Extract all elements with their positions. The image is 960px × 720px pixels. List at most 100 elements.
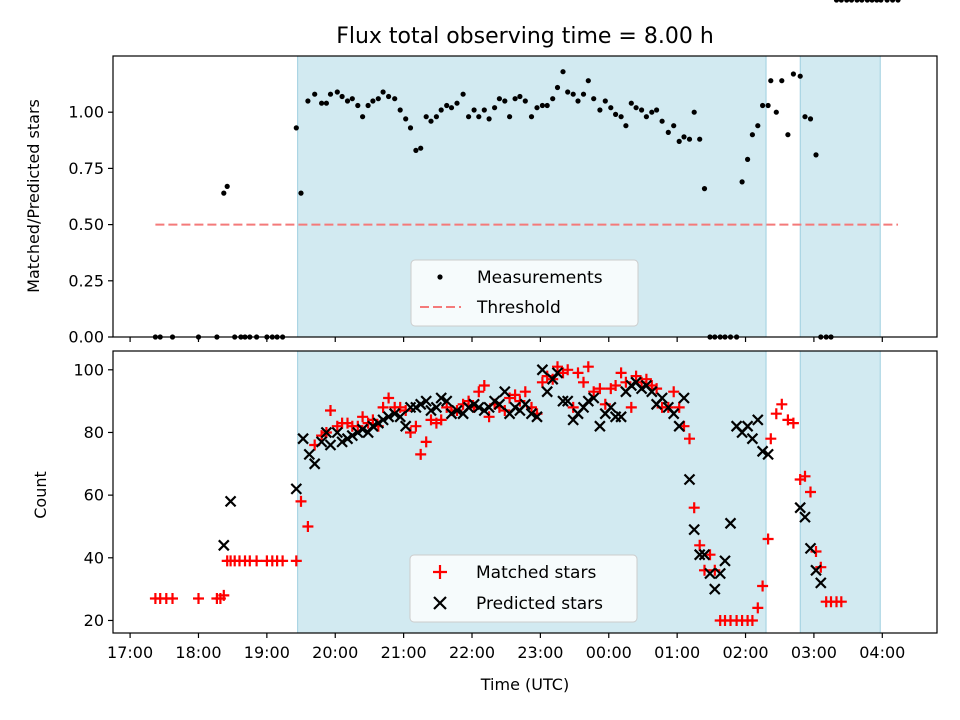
predicted-star-point — [445, 407, 458, 420]
measurement-point — [890, 0, 896, 3]
measurement-point — [466, 114, 472, 120]
measurement-point — [339, 93, 345, 100]
measurement-point — [639, 107, 645, 113]
x-tick-label: 17:00 — [107, 643, 153, 662]
bottom-y-tick-label: 100 — [73, 360, 104, 379]
top-observing-windows — [297, 55, 881, 338]
measurement-point — [554, 84, 561, 91]
predicted-star-point — [315, 436, 328, 448]
predicted-star-point — [582, 395, 595, 407]
predicted-star-point — [451, 404, 463, 417]
predicted-star-point — [346, 429, 359, 442]
predicted-star-point — [799, 511, 811, 523]
matched-star-point — [765, 433, 777, 445]
measurement-point — [454, 100, 460, 106]
matched-star-point — [770, 408, 782, 420]
measurement-point — [701, 186, 708, 192]
matched-star-point — [799, 470, 811, 482]
predicted-star-point — [746, 432, 759, 445]
measurement-point — [745, 156, 751, 162]
measurement-point — [560, 69, 566, 75]
bottom-legend-box — [409, 554, 638, 623]
measurement-point — [580, 91, 587, 97]
measurement-point — [591, 96, 597, 102]
matched-star-point — [688, 502, 700, 514]
measurement-point — [802, 114, 808, 120]
predicted-star-point — [499, 385, 511, 398]
measurement-point — [848, 0, 855, 3]
predicted-star-point — [377, 414, 389, 426]
x-tick-label: 18:00 — [175, 643, 221, 662]
predicted-star-point — [473, 401, 485, 414]
predicted-star-point — [698, 548, 711, 561]
measurement-point — [659, 118, 665, 124]
measurement-point — [773, 109, 779, 115]
matched-star-point — [594, 383, 606, 395]
matched-star-point — [694, 539, 706, 551]
measurement-point — [517, 93, 523, 100]
matched-star-point — [752, 602, 764, 614]
matched-star-point — [746, 615, 758, 626]
measurement-point — [765, 102, 771, 109]
measurement-point — [486, 116, 492, 122]
measurement-point — [502, 98, 508, 104]
measurement-point — [643, 114, 650, 120]
measurement-point — [496, 96, 502, 102]
measurement-point — [221, 190, 227, 196]
matched-star-point — [218, 589, 230, 601]
matched-star-point — [277, 555, 289, 567]
predicted-star-point — [420, 395, 432, 407]
measurement-point — [512, 96, 518, 102]
predicted-star-point — [646, 385, 658, 398]
top-y-tick-label: 0.00 — [68, 328, 104, 347]
predicted-star-point — [525, 407, 538, 420]
measurement-point — [681, 134, 687, 140]
measurement-point — [403, 116, 409, 122]
predicted-star-point — [308, 458, 321, 470]
predicted-star-point — [493, 398, 506, 411]
predicted-star-point — [331, 426, 344, 439]
predicted-star-point — [762, 448, 774, 461]
matched-star-point — [610, 380, 622, 391]
predicted-star-point — [303, 448, 316, 461]
predicted-star-point — [693, 548, 706, 561]
predicted-star-point — [561, 395, 574, 407]
legend-matched-label: Matched stars — [476, 563, 596, 583]
predicted-star-point — [741, 420, 754, 432]
measurement-point — [224, 183, 230, 189]
matched-star-point — [625, 401, 637, 413]
legend-predicted-label: Predicted stars — [476, 594, 603, 614]
measurement-point — [613, 111, 619, 117]
x-tick-label: 23:00 — [517, 643, 563, 662]
legend-threshold-label: Threshold — [476, 298, 561, 318]
predicted-star-point — [399, 420, 412, 432]
measurement-point — [539, 102, 546, 109]
x-tick-label: 19:00 — [244, 643, 290, 662]
measurement-point — [448, 105, 455, 111]
bottom-axes-frame — [112, 350, 938, 634]
predicted-star-point — [382, 411, 395, 423]
legend-measurements-marker — [437, 274, 443, 280]
measurement-point — [864, 0, 870, 3]
measurement-point — [790, 71, 797, 77]
measurement-point — [522, 98, 528, 104]
predicted-star-point — [394, 411, 406, 423]
matched-star-point — [290, 555, 302, 567]
bottom-y-tick-label: 20 — [84, 611, 104, 630]
measurement-point — [602, 98, 608, 104]
matched-star-point — [420, 436, 432, 448]
measurement-point — [444, 102, 450, 109]
measurement-point — [334, 89, 340, 95]
matched-star-point — [251, 555, 263, 567]
predicted-star-point — [673, 420, 685, 432]
bottom-y-tick-label: 80 — [84, 423, 104, 442]
predicted-star-point — [815, 577, 827, 589]
legend-predicted-marker — [433, 596, 447, 610]
measurement-point — [895, 0, 901, 3]
measurement-point — [859, 0, 865, 3]
matched-star-point — [578, 376, 589, 388]
measurement-point — [413, 147, 419, 153]
matched-star-point — [552, 361, 563, 373]
measurement-point — [305, 98, 311, 104]
